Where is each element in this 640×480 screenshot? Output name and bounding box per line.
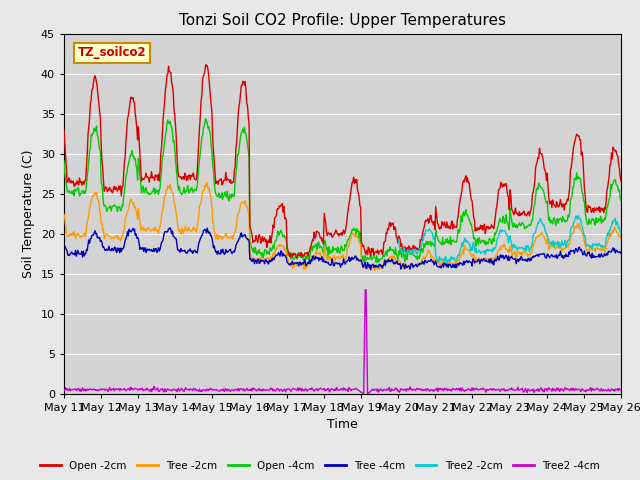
Title: Tonzi Soil CO2 Profile: Upper Temperatures: Tonzi Soil CO2 Profile: Upper Temperatur… bbox=[179, 13, 506, 28]
Text: TZ_soilco2: TZ_soilco2 bbox=[78, 46, 147, 59]
X-axis label: Time: Time bbox=[327, 418, 358, 431]
Legend: Open -2cm, Tree -2cm, Open -4cm, Tree -4cm, Tree2 -2cm, Tree2 -4cm: Open -2cm, Tree -2cm, Open -4cm, Tree -4… bbox=[36, 456, 604, 475]
Y-axis label: Soil Temperature (C): Soil Temperature (C) bbox=[22, 149, 35, 278]
